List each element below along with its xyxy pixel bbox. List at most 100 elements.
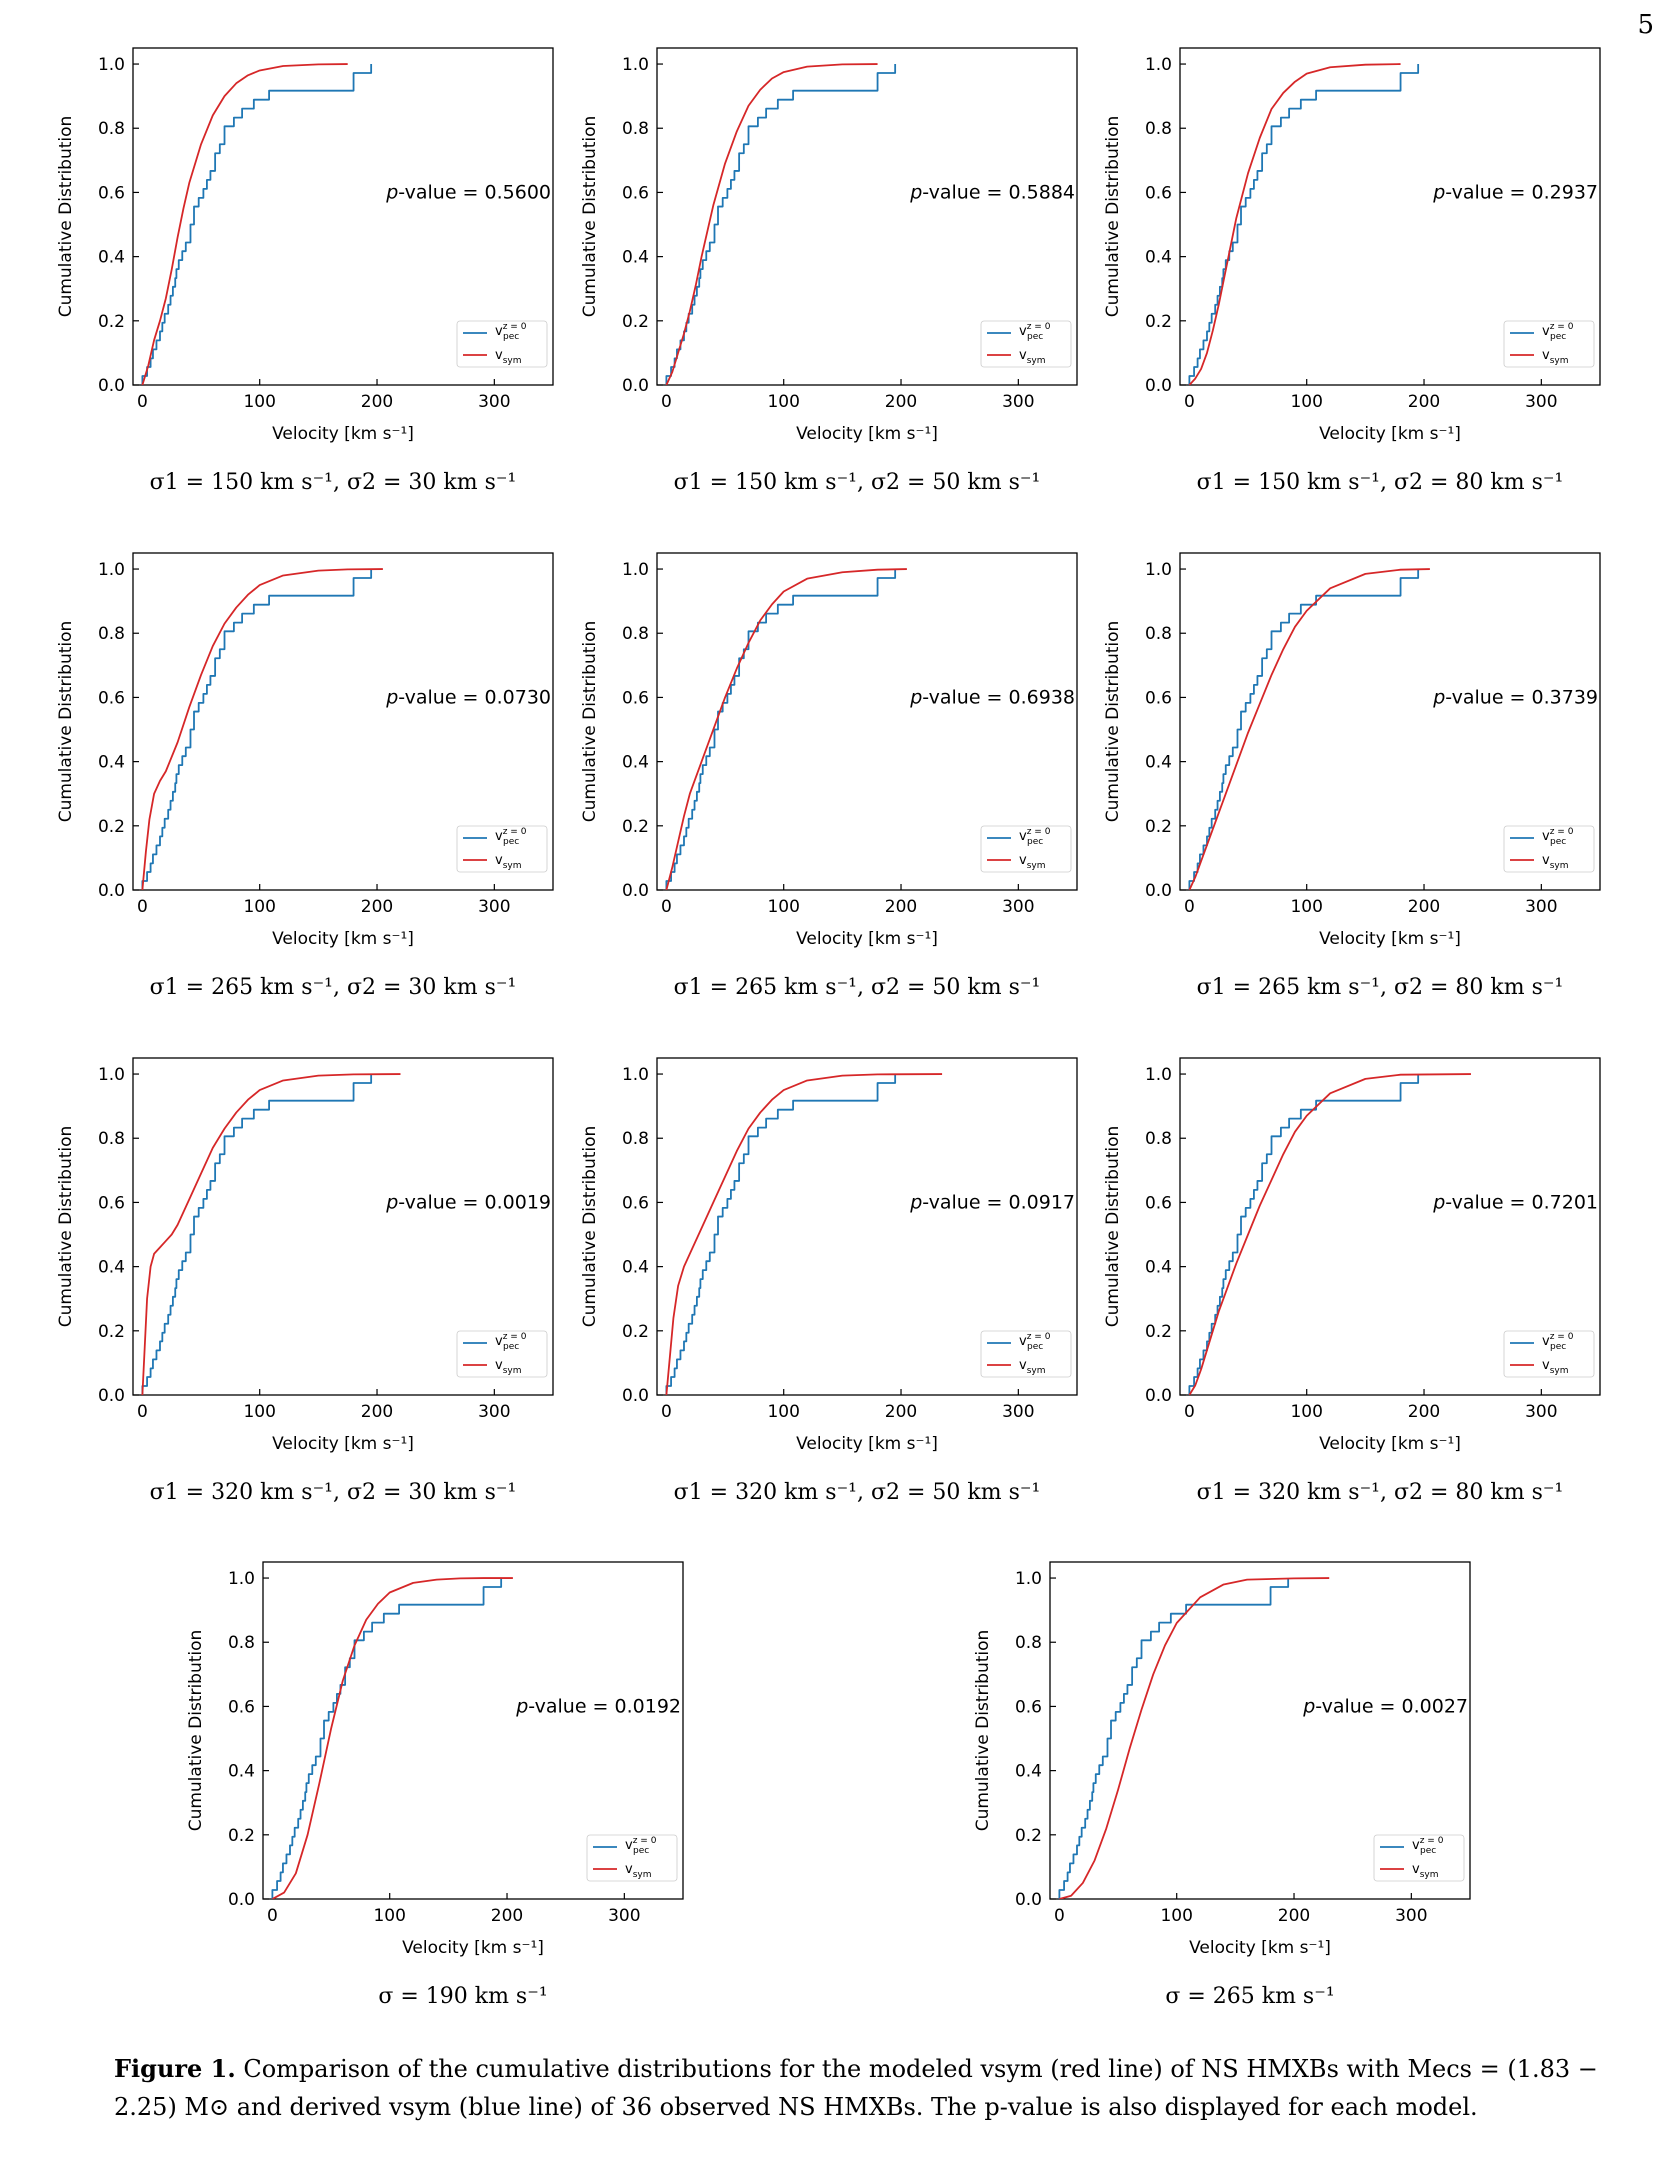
legend-label: vsym — [495, 348, 522, 366]
y-tick-label: 0.6 — [1145, 183, 1172, 203]
y-tick-label: 0.2 — [228, 1826, 255, 1846]
observed-series-line — [665, 1074, 897, 1395]
panel-subtitle: σ1 = 320 km s⁻¹, σ2 = 30 km s⁻¹ — [150, 1480, 517, 1505]
y-tick-label: 0.4 — [622, 248, 649, 268]
legend-label: vz = 0 pec — [625, 1836, 657, 1856]
observed-series-line — [1058, 1578, 1290, 1899]
p-value-annotation: p-value = 0.2937 — [1432, 181, 1598, 203]
y-tick-label: 0.0 — [98, 1386, 125, 1406]
x-tick-label: 200 — [885, 392, 917, 412]
x-tick-label: 0 — [661, 392, 672, 412]
p-value-annotation: p-value = 0.0192 — [515, 1695, 681, 1717]
model-series-line — [1188, 568, 1430, 890]
x-tick-label: 300 — [478, 897, 510, 917]
legend-label: vsym — [495, 853, 522, 871]
axes-frame — [656, 47, 1078, 386]
x-tick-label: 300 — [1395, 1906, 1427, 1926]
y-tick-label: 1.0 — [622, 1065, 649, 1085]
y-tick-label: 0.2 — [1145, 312, 1172, 332]
panel-subtitle: σ1 = 265 km s⁻¹, σ2 = 80 km s⁻¹ — [1197, 975, 1564, 1000]
chart-panel: 0 100 200 300 0.0 0.2 0.4 0.6 0.8 1.0 Velocity [km… — [580, 1057, 1078, 1505]
chart-panel: 0 100 200 300 0.0 0.2 0.4 0.6 0.8 1.0 Velocity [km… — [56, 552, 554, 1000]
y-tick-label: 0.8 — [98, 119, 125, 139]
y-tick-label: 0.2 — [622, 1322, 649, 1342]
x-tick-label: 300 — [478, 392, 510, 412]
model-series-line — [141, 568, 383, 890]
x-tick-label: 200 — [491, 1906, 523, 1926]
panel-subtitle: σ1 = 265 km s⁻¹, σ2 = 30 km s⁻¹ — [150, 975, 517, 1000]
y-tick-label: 0.0 — [1145, 376, 1172, 396]
axes-frame — [132, 552, 554, 891]
y-tick-label: 0.4 — [1145, 753, 1172, 773]
x-axis-label: Velocity [km s⁻¹] — [796, 1434, 938, 1454]
legend-label: vz = 0 pec — [1542, 827, 1574, 847]
p-value-annotation: p-value = 0.5884 — [909, 181, 1075, 203]
caption-text: Comparison of the cumulative distributio… — [114, 2055, 1598, 2121]
chart-panel: 0 100 200 300 0.0 0.2 0.4 0.6 0.8 1.0 Velocity [km… — [186, 1561, 684, 2009]
legend-label: vz = 0 pec — [495, 1332, 527, 1352]
p-value-annotation: p-value = 0.6938 — [909, 686, 1075, 708]
y-tick-label: 0.0 — [1015, 1890, 1042, 1910]
x-axis-label: Velocity [km s⁻¹] — [402, 1938, 544, 1958]
y-tick-label: 0.8 — [1145, 624, 1172, 644]
x-tick-label: 100 — [767, 897, 799, 917]
axes-frame — [132, 1057, 554, 1396]
y-tick-label: 0.0 — [1145, 1386, 1172, 1406]
x-tick-label: 100 — [1290, 392, 1322, 412]
x-tick-label: 300 — [608, 1906, 640, 1926]
y-tick-label: 1.0 — [1145, 560, 1172, 580]
y-tick-label: 0.4 — [622, 1258, 649, 1278]
y-tick-label: 1.0 — [1015, 1569, 1042, 1589]
panel-subtitle: σ = 190 km s⁻¹ — [378, 1984, 547, 2009]
y-tick-label: 0.8 — [622, 624, 649, 644]
x-tick-label: 300 — [1002, 1402, 1034, 1422]
x-tick-label: 300 — [478, 1402, 510, 1422]
x-tick-label: 300 — [1002, 897, 1034, 917]
y-axis-label: Cumulative Distribution — [580, 621, 600, 823]
y-tick-label: 0.4 — [1145, 1258, 1172, 1278]
y-tick-label: 0.6 — [1015, 1697, 1042, 1717]
caption-label: Figure 1. — [114, 2054, 236, 2083]
y-axis-label: Cumulative Distribution — [56, 1126, 76, 1328]
x-tick-label: 100 — [243, 392, 275, 412]
legend-label: vz = 0 pec — [1542, 1332, 1574, 1352]
chart-panel: 0 100 200 300 0.0 0.2 0.4 0.6 0.8 1.0 Velocity [km… — [1103, 552, 1601, 1000]
legend-label: vz = 0 pec — [1412, 1836, 1444, 1856]
x-tick-label: 200 — [1408, 1402, 1440, 1422]
observed-series-line — [141, 1074, 373, 1395]
y-axis-label: Cumulative Distribution — [973, 1630, 993, 1832]
p-value-annotation: p-value = 0.5600 — [385, 181, 551, 203]
observed-series-line — [1188, 569, 1420, 890]
y-tick-label: 0.4 — [98, 1258, 125, 1278]
x-tick-label: 0 — [661, 1402, 672, 1422]
y-tick-label: 0.8 — [1145, 1129, 1172, 1149]
x-axis-label: Velocity [km s⁻¹] — [796, 929, 938, 949]
x-axis-label: Velocity [km s⁻¹] — [1189, 1938, 1331, 1958]
y-axis-label: Cumulative Distribution — [56, 116, 76, 318]
model-series-line — [665, 1073, 943, 1395]
legend-label: vsym — [1542, 1358, 1569, 1376]
model-series-line — [141, 1073, 401, 1395]
y-tick-label: 0.6 — [98, 183, 125, 203]
x-tick-label: 0 — [1184, 392, 1195, 412]
x-tick-label: 0 — [137, 392, 148, 412]
legend-label: vz = 0 pec — [1019, 1332, 1051, 1352]
model-series-line — [665, 568, 907, 890]
x-axis-label: Velocity [km s⁻¹] — [272, 1434, 414, 1454]
x-tick-label: 200 — [1278, 1906, 1310, 1926]
axes-frame — [262, 1561, 684, 1900]
y-tick-label: 0.2 — [622, 817, 649, 837]
figure-caption: Figure 1. Comparison of the cumulative d… — [114, 2050, 1654, 2126]
p-value-annotation: p-value = 0.0027 — [1302, 1695, 1468, 1717]
legend-label: vz = 0 pec — [1019, 322, 1051, 342]
x-tick-label: 0 — [1184, 1402, 1195, 1422]
chart-panel: 0 100 200 300 0.0 0.2 0.4 0.6 0.8 1.0 Velocity [km… — [973, 1561, 1471, 2009]
chart-panel: 0 100 200 300 0.0 0.2 0.4 0.6 0.8 1.0 Velocity [km… — [580, 552, 1078, 1000]
x-tick-label: 200 — [1408, 897, 1440, 917]
y-tick-label: 0.4 — [622, 753, 649, 773]
y-tick-label: 0.4 — [98, 248, 125, 268]
x-tick-label: 300 — [1002, 392, 1034, 412]
y-tick-label: 0.2 — [98, 312, 125, 332]
y-tick-label: 0.8 — [98, 624, 125, 644]
y-tick-label: 0.6 — [1145, 688, 1172, 708]
